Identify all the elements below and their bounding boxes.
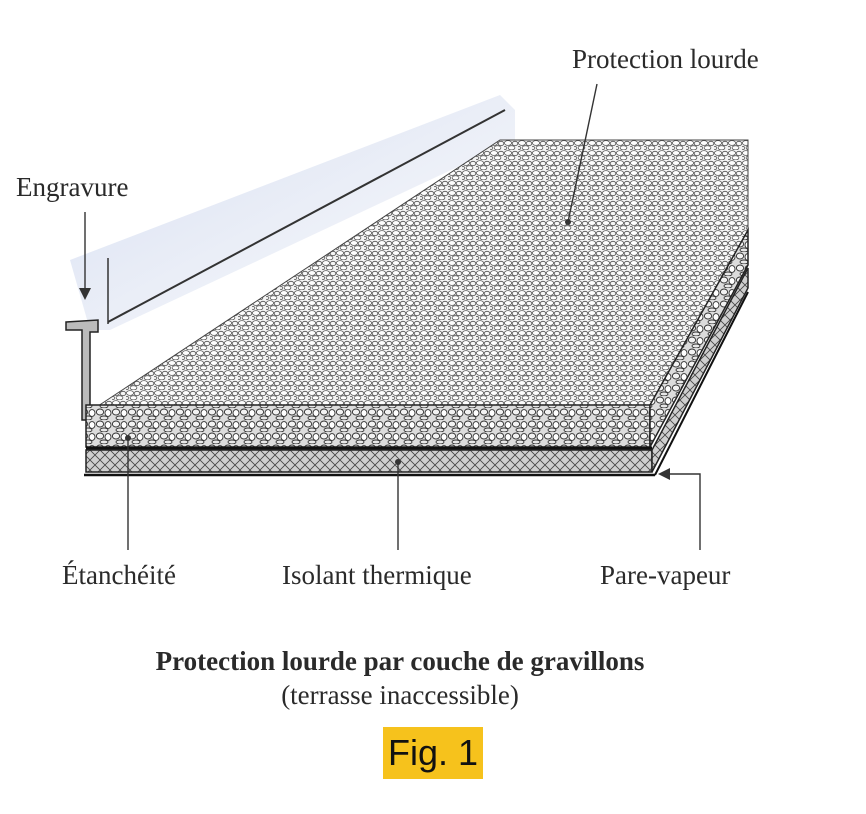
leader-dot-etancheite (125, 435, 131, 441)
leader-dot-protection (565, 219, 571, 225)
vapour-barrier-side (654, 291, 749, 476)
gravel-top-surface (91, 139, 749, 446)
label-pare-vapeur: Pare-vapeur (600, 560, 731, 590)
figure-number-tag: Fig. 1 (383, 727, 483, 779)
label-protection-lourde: Protection lourde (572, 44, 759, 74)
label-etancheite: Étanchéité (62, 560, 176, 590)
arrowhead-engravure (79, 288, 91, 300)
insulation-side (651, 267, 749, 473)
leader-parevapeur (660, 473, 701, 550)
label-engravure: Engravure (16, 172, 129, 202)
gravel-front-band (85, 404, 651, 448)
insulation-front (85, 449, 653, 473)
caption-title: Protection lourde par couche de gravillo… (155, 646, 645, 676)
parapet-wall (70, 95, 515, 330)
caption-subtitle: (terrasse inaccessible) (281, 680, 519, 710)
leader-lines (84, 83, 701, 550)
leader-dot-isolant (395, 459, 401, 465)
gravel-side-band (649, 227, 749, 448)
arrowhead-parevapeur (658, 468, 670, 480)
label-isolant-thermique: Isolant thermique (282, 560, 472, 590)
leader-protection (567, 83, 598, 223)
parapet-top-edge (107, 109, 506, 323)
